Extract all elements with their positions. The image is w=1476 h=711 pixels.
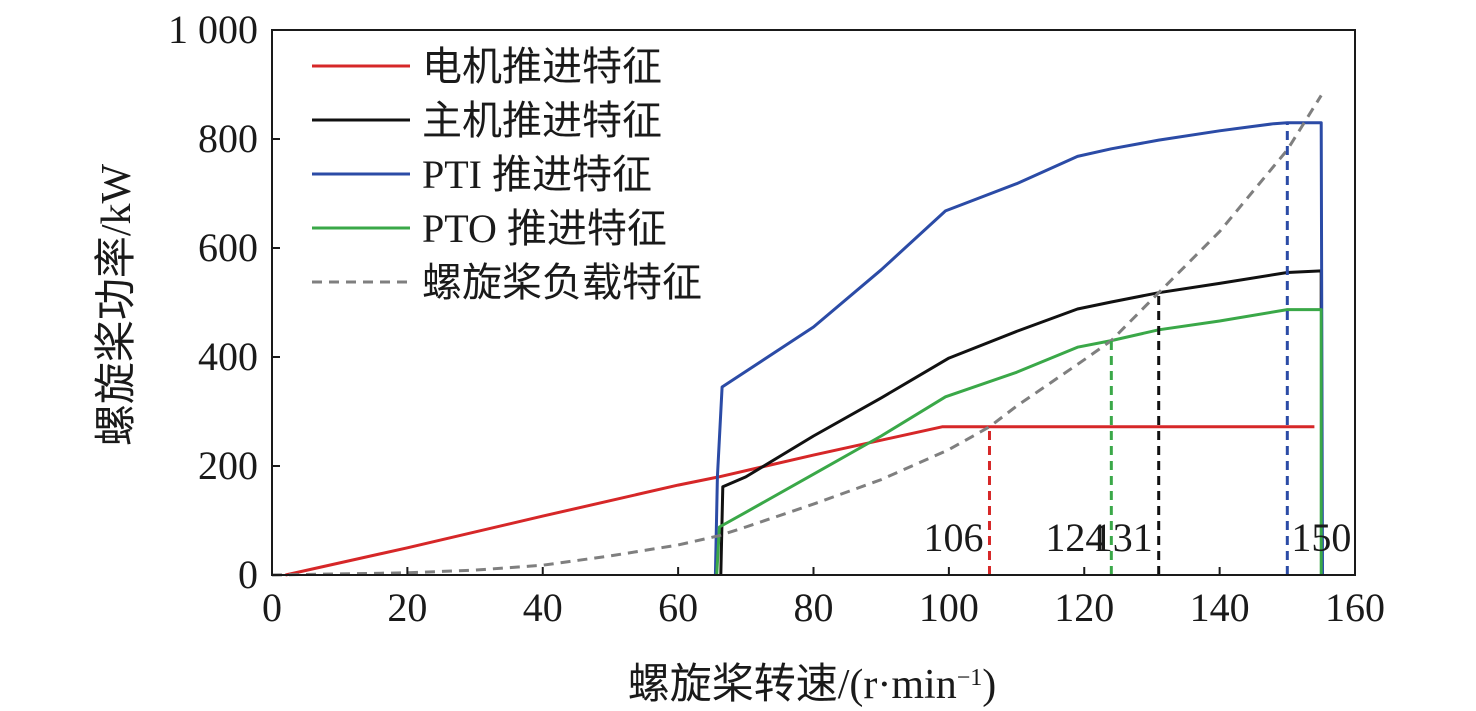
y-tick-label: 400 [198,334,258,379]
x-tick-label: 120 [1054,585,1114,630]
x-axis-title: 螺旋桨转速/(r·min−1) [628,662,997,708]
legend-label: 主机推进特征 [422,98,662,143]
x-tick-label: 60 [658,585,698,630]
marker-label: 124 [1045,515,1105,560]
marker-label: 131 [1093,515,1153,560]
legend-label: PTI 推进特征 [422,152,652,197]
x-axis-title-main: 螺旋桨转速/(r·min [628,662,957,708]
y-tick-label: 200 [198,443,258,488]
x-tick-label: 0 [262,585,282,630]
x-axis-title-superscript: −1 [957,665,983,691]
series-line [285,425,1315,577]
x-tick-label: 140 [1190,585,1250,630]
series-line [719,269,1323,576]
x-tick-label: 40 [523,585,563,630]
x-tick-label: 100 [919,585,979,630]
marker-label: 150 [1291,515,1351,560]
legend-label: 螺旋桨负载特征 [422,260,702,305]
series-layer [271,94,1324,577]
legend-label: PTO 推进特征 [422,206,667,251]
x-tick-label: 160 [1325,585,1385,630]
tick-layer: 0 20 40 60 80 100 120 140 160 0 200 400 600 800 1 000 [168,7,1385,630]
series-line [713,121,1324,576]
x-tick-label: 80 [794,585,834,630]
series-line [715,308,1323,576]
x-axis-title-close: ) [982,662,996,708]
y-tick-label: 0 [238,552,258,597]
marker-label: 106 [923,515,983,560]
x-tick-label: 20 [387,585,427,630]
legend-label: 电机推进特征 [422,44,662,89]
y-tick-label: 1 000 [168,7,258,52]
y-axis-title: 螺旋桨功率/kW [93,163,140,446]
series-line [271,94,1323,577]
y-tick-label: 600 [198,225,258,270]
y-tick-label: 800 [198,116,258,161]
